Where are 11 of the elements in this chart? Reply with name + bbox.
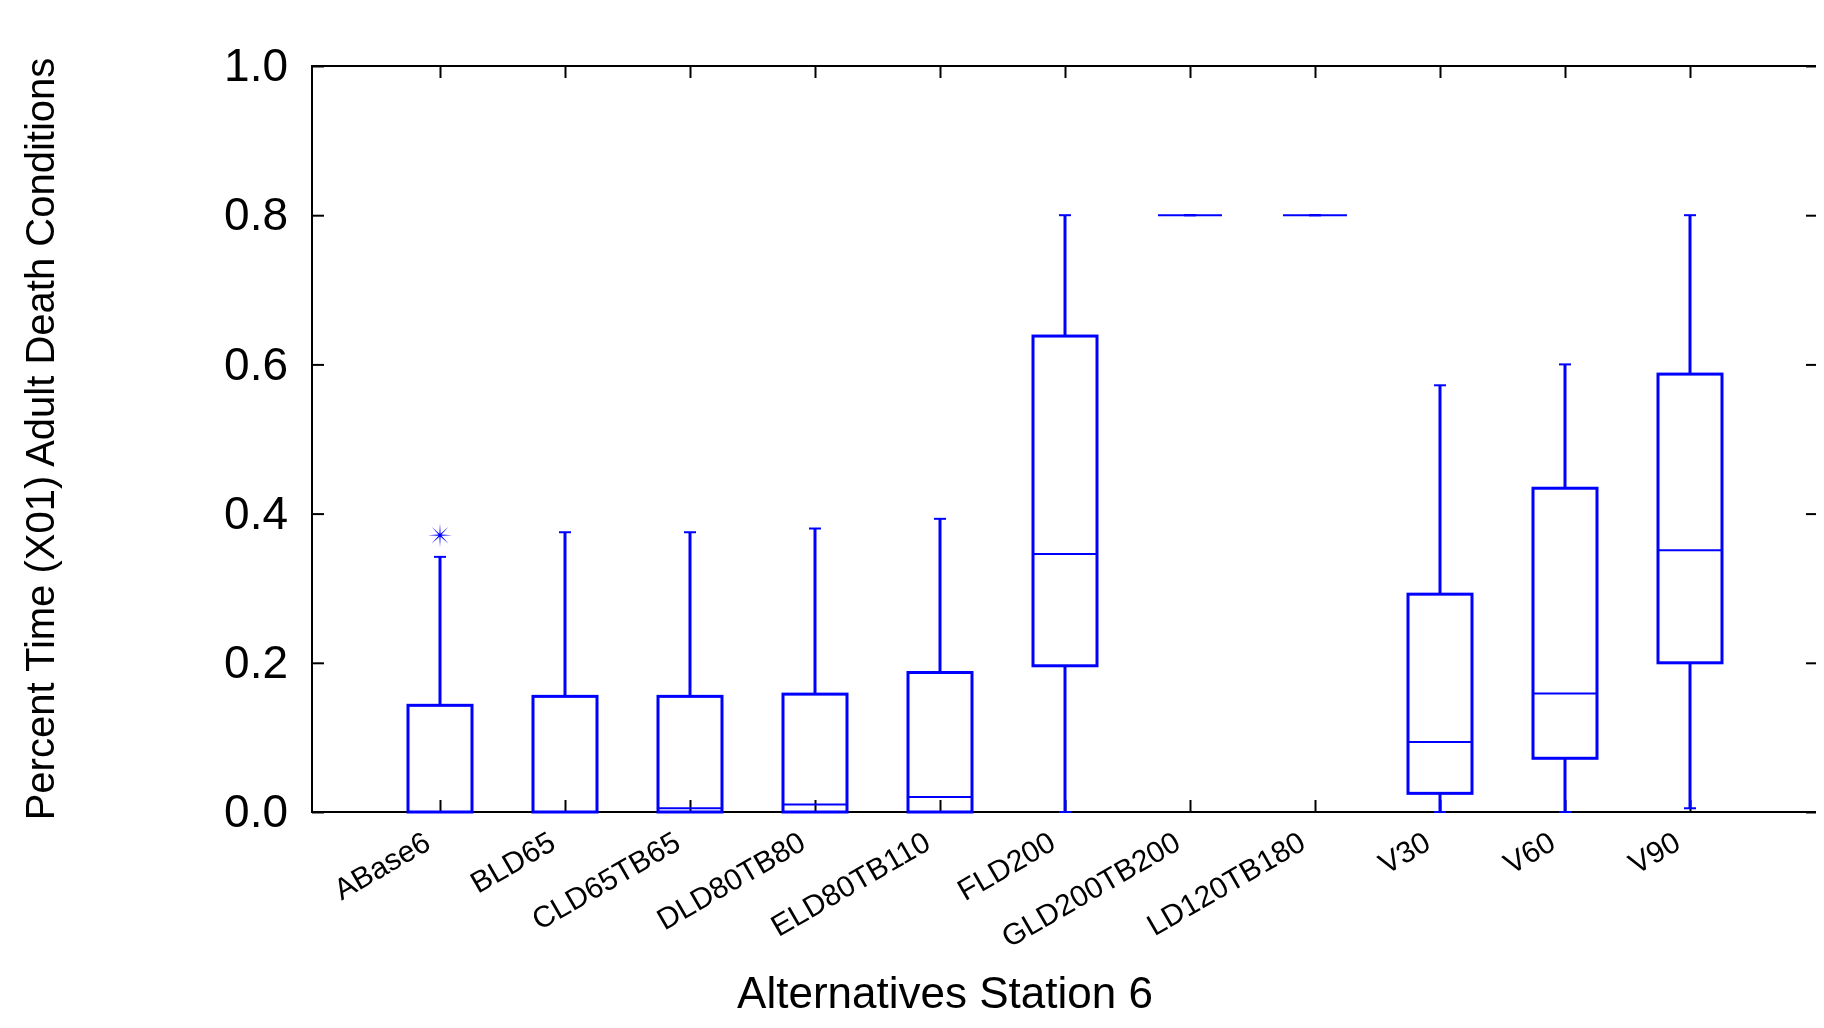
x-tick-label: V30 <box>1372 824 1436 881</box>
y-tick-label: 1.0 <box>224 39 288 92</box>
y-tick-label: 0.8 <box>224 188 288 241</box>
y-tick-label: 0.2 <box>224 636 288 689</box>
y-tick-label: 0.4 <box>224 486 288 539</box>
x-axis-title: Alternatives Station 6 <box>737 968 1153 1017</box>
y-axis-title: Percent Time (X01) Adult Death Conditions <box>18 57 62 821</box>
y-tick-label: 0.6 <box>224 337 288 390</box>
x-tick-label: V90 <box>1622 824 1686 881</box>
y-tick-label: 0.0 <box>224 785 288 838</box>
x-tick-label: V60 <box>1497 824 1561 881</box>
